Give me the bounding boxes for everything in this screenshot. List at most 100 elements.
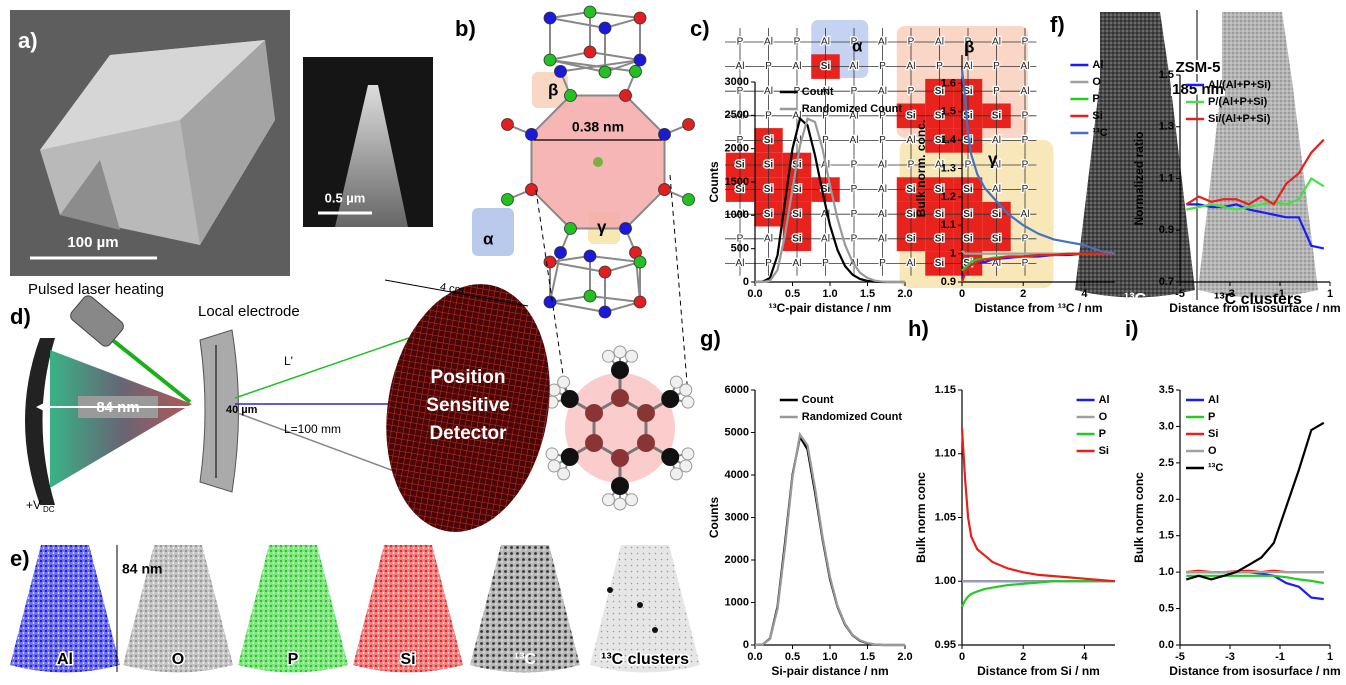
lattice-site: Al: [850, 135, 859, 146]
y-tick-label: 2500: [725, 109, 749, 121]
x-tick-label: 1: [1327, 288, 1333, 300]
detector-label: Detector: [429, 423, 507, 444]
x-tick-label: 4: [1081, 288, 1088, 300]
x-axis-label: Si-pair distance / nm: [771, 664, 888, 678]
lattice-site: P: [822, 258, 829, 269]
lattice-site: P: [879, 258, 886, 269]
legend-label: Count: [802, 86, 834, 98]
x-tick-label: 1.5: [860, 288, 875, 300]
legend-label: P: [1092, 93, 1099, 105]
y-tick-label: 0.0: [1159, 639, 1174, 651]
lattice-site: P: [737, 37, 744, 48]
x-axis-label: Distance from ¹³C / nm: [974, 301, 1102, 315]
y-tick-label: 0.5: [1159, 602, 1174, 614]
legend-label: P: [1208, 411, 1215, 423]
ion-cone: [50, 350, 192, 488]
lattice-site: Si: [792, 209, 802, 220]
panel-label: i): [1125, 316, 1138, 341]
lattice-site: P: [993, 86, 1000, 97]
lattice-site: Si: [764, 184, 774, 195]
lattice-site: Si: [764, 135, 774, 146]
lattice-site: P: [851, 233, 858, 244]
lattice-site: Al: [821, 37, 830, 48]
legend-label: Al: [1092, 59, 1103, 71]
hydrogen: [614, 498, 626, 510]
legend-label: Si: [1208, 428, 1218, 440]
x-tick-label: 2: [1020, 651, 1026, 663]
voltage-sub: DC: [43, 505, 55, 514]
lattice-site: P: [879, 61, 886, 72]
y-tick-label: 0.7: [1159, 276, 1174, 288]
lattice-site: Al: [764, 233, 773, 244]
legend-label: Al/(Al+P+Si): [1208, 79, 1271, 91]
ring-carbon: [585, 434, 603, 452]
y-axis-label: Bulk norm conc: [1132, 472, 1146, 563]
data-line: [1186, 576, 1324, 583]
y-tick-label: 1.3: [941, 162, 956, 174]
voltage-label: +V: [26, 498, 41, 512]
x-axis-label: Distance from Si / nm: [977, 664, 1100, 678]
lattice-site: Al: [1021, 86, 1030, 97]
lattice-site: Si: [963, 110, 973, 121]
lattice-site: P: [1022, 233, 1029, 244]
y-tick-label: 1.4: [941, 134, 957, 146]
lattice-site: P: [851, 86, 858, 97]
framework-atom: [620, 89, 632, 101]
electrode-label: Local electrode: [198, 303, 300, 320]
y-tick-label: 0: [743, 276, 749, 288]
y-tick-label: 1.10: [935, 448, 956, 460]
panel-label: b): [455, 16, 476, 41]
y-tick-label: 1500: [725, 176, 749, 188]
y-tick-label: 1.0: [1159, 566, 1174, 578]
page-body: 100 µma)0.5 µmb)β0.38 nmαγc)PAlPAlPAlPAl…: [0, 0, 1346, 685]
map-label: ¹³C clusters: [601, 651, 689, 668]
lattice-site: Al: [964, 61, 973, 72]
lattice-site: P: [851, 209, 858, 220]
data-line: [962, 581, 1115, 607]
legend-label: P: [1099, 428, 1106, 440]
hydrogen: [602, 494, 614, 506]
x-tick-label: -1: [1275, 651, 1285, 663]
hydrogen: [614, 346, 626, 358]
lattice-site: Al: [878, 209, 887, 220]
framework-atom: [599, 266, 611, 278]
y-tick-label: 2.5: [1159, 457, 1174, 469]
lattice-site: P: [822, 135, 829, 146]
detector-label: Position: [431, 367, 506, 388]
map-label: P: [288, 651, 299, 668]
lattice-site: Al: [935, 37, 944, 48]
x-tick-label: 1.0: [822, 651, 837, 663]
lattice-site: P: [936, 61, 943, 72]
lattice-site: Al: [764, 86, 773, 97]
framework-atom: [584, 6, 596, 18]
y-axis-label: Counts: [707, 161, 721, 203]
hydrogen: [558, 376, 570, 388]
lattice-site: Al: [907, 258, 916, 269]
framework-atom: [554, 65, 566, 77]
cluster: [637, 602, 643, 608]
hydrogen: [546, 448, 558, 460]
lattice-site: Al: [1021, 61, 1030, 72]
framework-bond: [590, 12, 640, 18]
y-tick-label: 1.1: [941, 219, 956, 231]
ring-carbon: [611, 389, 629, 407]
ring-carbon: [637, 434, 655, 452]
framework-atom: [584, 46, 596, 58]
legend-label: Al: [1099, 394, 1110, 406]
y-tick-label: 1.1: [1159, 172, 1174, 184]
y-tick-label: 1.5: [1159, 530, 1174, 542]
y-tick-label: 1.3: [1159, 121, 1174, 133]
legend-label: ¹³C: [1208, 462, 1223, 474]
framework-atom: [599, 66, 611, 78]
hydrogen: [626, 350, 638, 362]
map-label: Si: [400, 651, 415, 668]
lattice-site: P: [851, 184, 858, 195]
map-label: Al: [57, 651, 73, 668]
y-axis-label: Bulk norm conc: [914, 472, 928, 563]
framework-atom: [659, 128, 671, 140]
framework-atom: [659, 184, 671, 196]
framework-bond: [550, 18, 605, 28]
reconstruction: [1198, 12, 1318, 298]
x-tick-label: 4: [1081, 651, 1088, 663]
lattice-site: Al: [793, 258, 802, 269]
